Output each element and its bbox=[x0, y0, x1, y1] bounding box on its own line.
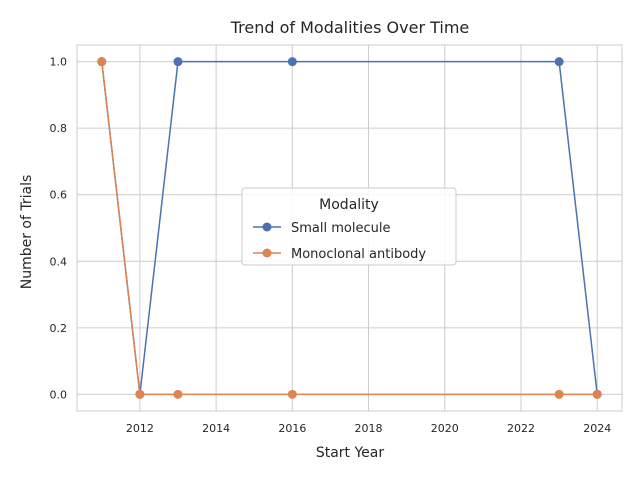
y-tick-label: 0.4 bbox=[50, 255, 68, 268]
data-point bbox=[287, 389, 297, 399]
data-point bbox=[173, 389, 183, 399]
x-tick-label: 2022 bbox=[507, 422, 535, 435]
x-tick-label: 2016 bbox=[278, 422, 306, 435]
y-tick-label: 0.8 bbox=[50, 122, 68, 135]
legend-title: Modality bbox=[319, 197, 379, 213]
legend-marker bbox=[262, 222, 272, 232]
series-layer bbox=[97, 57, 602, 399]
legend-label: Small molecule bbox=[291, 221, 390, 236]
data-point bbox=[554, 57, 564, 67]
data-point bbox=[173, 57, 183, 67]
series-line bbox=[101, 61, 598, 396]
x-tick-label: 2012 bbox=[126, 422, 154, 435]
x-tick-label: 2024 bbox=[583, 422, 611, 435]
data-point bbox=[592, 389, 602, 399]
data-point bbox=[554, 389, 564, 399]
y-tick-label: 1.0 bbox=[50, 56, 68, 69]
y-tick-label: 0.6 bbox=[50, 189, 68, 202]
y-tick-label: 0.2 bbox=[50, 322, 68, 335]
plot-frame bbox=[76, 44, 623, 412]
legend-box bbox=[241, 187, 457, 266]
legend-item: Monoclonal antibody bbox=[253, 247, 426, 262]
legend-label: Monoclonal antibody bbox=[291, 247, 426, 262]
chart-title: Trend of Modalities Over Time bbox=[230, 18, 470, 37]
legend: Modality Small molecule Monoclonal antibo… bbox=[241, 187, 457, 266]
legend-item: Small molecule bbox=[253, 221, 390, 236]
data-point bbox=[97, 57, 107, 67]
y-tick-label: 0.0 bbox=[50, 388, 68, 401]
series-monoclonal-antibody bbox=[97, 57, 602, 399]
x-tick-label: 2018 bbox=[355, 422, 383, 435]
legend-marker bbox=[262, 248, 272, 258]
y-axis-ticks: 0.0 0.2 0.4 0.6 0.8 1.0 bbox=[50, 56, 68, 402]
data-point bbox=[135, 389, 145, 399]
x-axis-ticks: 2012 2014 2016 2018 2020 2022 2024 bbox=[126, 422, 611, 435]
data-point bbox=[287, 57, 297, 67]
legend-items: Small molecule Monoclonal antibody bbox=[253, 221, 426, 262]
y-axis-label: Number of Trials bbox=[19, 175, 35, 290]
x-tick-label: 2020 bbox=[431, 422, 459, 435]
x-tick-label: 2014 bbox=[202, 422, 230, 435]
x-axis-label: Start Year bbox=[316, 445, 385, 461]
